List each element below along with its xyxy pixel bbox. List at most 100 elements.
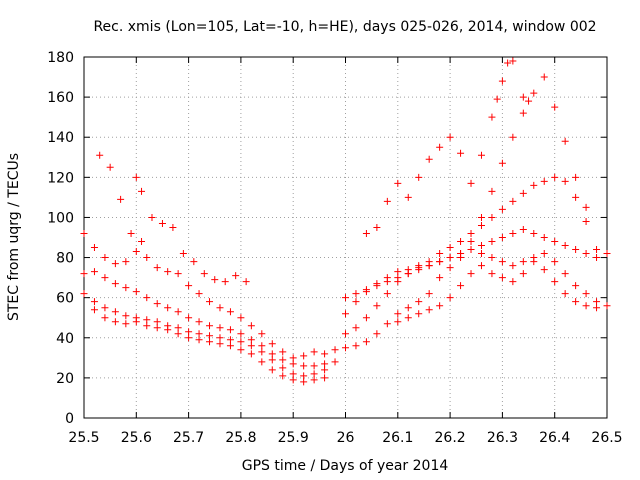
data-point <box>111 280 119 288</box>
data-point <box>519 93 527 101</box>
data-point <box>383 278 391 286</box>
data-point <box>90 268 98 276</box>
data-point <box>90 298 98 306</box>
data-point <box>488 238 496 246</box>
data-point <box>258 348 266 356</box>
y-tick-label: 180 <box>47 50 74 66</box>
data-point <box>111 308 119 316</box>
data-point <box>477 250 485 258</box>
data-point <box>540 234 548 241</box>
data-point <box>457 282 465 290</box>
data-point <box>216 304 224 312</box>
data-point <box>206 322 214 330</box>
data-point <box>169 223 177 231</box>
y-tick-label: 100 <box>47 210 74 226</box>
data-point <box>488 270 496 278</box>
data-point <box>425 290 433 298</box>
data-point <box>593 246 601 254</box>
y-tick-label: 160 <box>47 90 74 106</box>
data-point <box>268 366 276 374</box>
data-point <box>111 260 119 268</box>
data-point <box>195 336 203 344</box>
data-point <box>101 274 109 282</box>
data-point <box>132 248 140 256</box>
data-point <box>164 304 172 312</box>
data-point <box>300 372 308 380</box>
data-point <box>561 270 569 278</box>
data-point <box>540 266 548 274</box>
data-point <box>237 314 245 322</box>
x-tick-label: 25.5 <box>68 430 99 446</box>
data-point <box>561 177 569 185</box>
data-point <box>603 302 611 310</box>
data-point <box>321 374 329 382</box>
data-point <box>530 181 538 189</box>
axis-ticks: 25.5 25.6 25.7 25.8 25.9 26 26.1 26.2 26.3 26.4 26… <box>47 50 622 446</box>
data-point <box>582 290 590 298</box>
data-point <box>603 250 611 258</box>
data-point <box>158 219 166 227</box>
data-point <box>373 330 381 338</box>
data-point <box>373 282 381 290</box>
data-point <box>237 346 245 354</box>
data-point <box>498 205 506 213</box>
data-point <box>80 290 88 298</box>
data-point <box>143 322 151 330</box>
data-point <box>477 221 485 229</box>
data-point <box>572 282 580 290</box>
data-point <box>279 348 287 356</box>
data-point <box>415 266 423 274</box>
y-tick-label: 140 <box>47 130 74 146</box>
y-axis-label: STEC from uqrg / TECUs <box>6 153 22 321</box>
data-point <box>185 282 193 290</box>
data-point <box>551 103 559 111</box>
data-point <box>143 254 151 262</box>
data-point <box>582 203 590 211</box>
data-point <box>221 278 229 286</box>
x-tick-label: 25.9 <box>278 430 309 446</box>
x-tick-label: 26.2 <box>435 430 466 446</box>
data-point <box>101 254 109 262</box>
data-point <box>127 229 135 237</box>
data-point <box>446 244 454 252</box>
data-point <box>143 294 151 302</box>
data-point <box>561 290 569 298</box>
data-point <box>383 290 391 298</box>
data-point <box>195 290 203 298</box>
data-point <box>153 318 161 326</box>
data-point <box>352 298 360 306</box>
data-point <box>310 348 318 356</box>
data-point <box>174 308 182 316</box>
data-point <box>425 155 433 163</box>
data-point <box>394 310 402 318</box>
y-tick-label: 120 <box>47 170 74 186</box>
data-point <box>247 342 255 350</box>
data-point <box>572 246 580 254</box>
data-point <box>530 89 538 97</box>
data-point <box>342 344 349 352</box>
data-point <box>362 338 370 346</box>
data-point <box>352 342 360 350</box>
data-point <box>279 364 287 372</box>
data-point <box>488 187 496 195</box>
data-point <box>90 244 98 252</box>
data-point <box>498 234 506 241</box>
data-point <box>509 133 517 141</box>
data-point <box>415 173 423 181</box>
data-point <box>352 324 360 332</box>
data-point <box>185 328 193 336</box>
data-point <box>572 298 580 306</box>
data-point <box>498 77 506 85</box>
data-point <box>289 360 297 368</box>
x-tick-label: 26.1 <box>382 430 413 446</box>
data-point <box>404 314 412 322</box>
data-point <box>446 254 454 262</box>
data-point <box>582 302 590 310</box>
data-point <box>122 258 130 266</box>
y-tick-label: 80 <box>56 251 74 267</box>
chart-title: Rec. xmis (Lon=105, Lat=-10, h=HE), days… <box>93 19 596 35</box>
data-point <box>247 350 255 358</box>
data-point <box>362 314 370 322</box>
data-point <box>200 270 208 278</box>
data-point <box>279 372 287 380</box>
